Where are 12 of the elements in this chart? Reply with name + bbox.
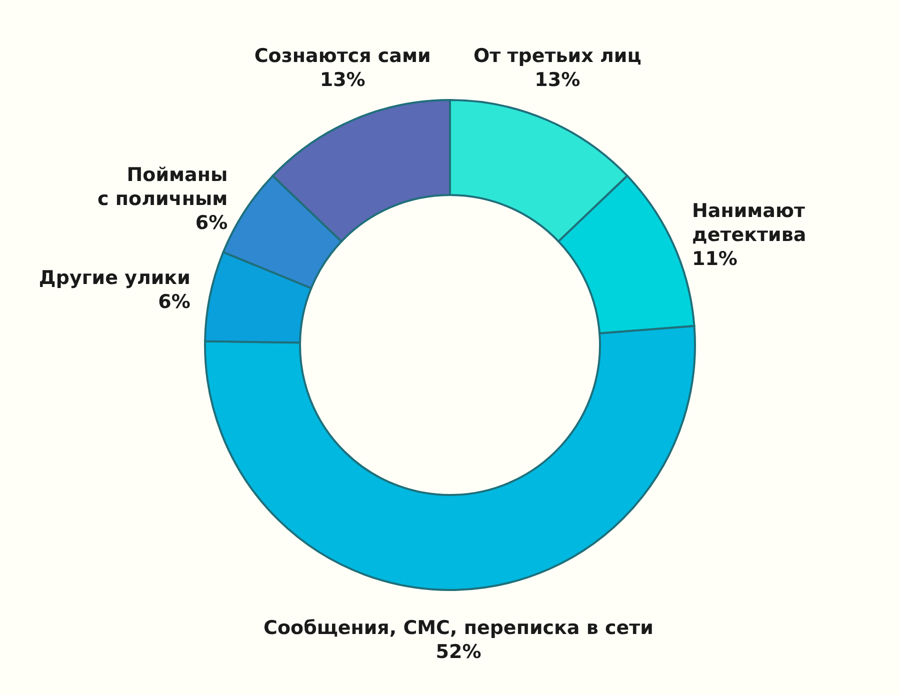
slice-label: От третьих лиц — [474, 45, 642, 68]
slice-label: Другие улики — [38, 266, 190, 289]
data-label: 13% — [534, 69, 580, 92]
slice-label: Сознаются сами — [254, 45, 431, 68]
data-label: 13% — [320, 69, 366, 92]
data-label: 11% — [692, 248, 738, 270]
data-label: 52% — [436, 640, 482, 663]
data-label: 6% — [158, 290, 190, 313]
slice-label: Нанимают детектива — [692, 200, 806, 246]
data-label: 6% — [195, 212, 228, 234]
slice-label: Пойманы с поличным — [98, 164, 228, 210]
slice-label: Сообщения, СМС, переписка в сети — [264, 616, 654, 639]
